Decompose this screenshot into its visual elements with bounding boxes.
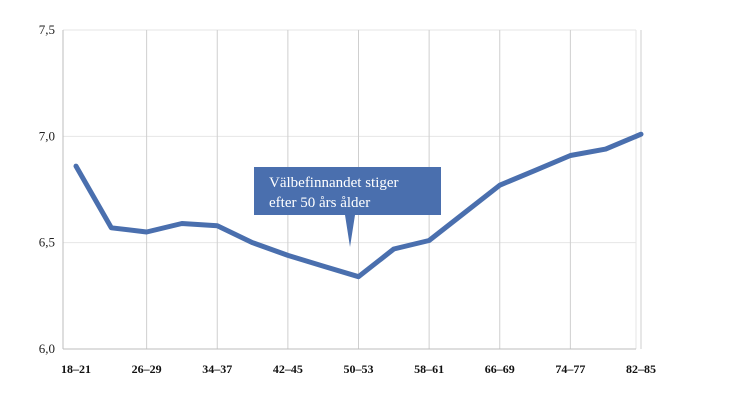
x-tick-labels: 18–21 26–29 34–37 42–45 50–53 58–61 66–69 74–77…	[61, 362, 656, 376]
x-tick-label: 58–61	[414, 362, 444, 376]
x-tick-label: 42–45	[273, 362, 303, 376]
annotation-pointer	[345, 215, 355, 247]
x-tick-label: 74–77	[555, 362, 585, 376]
y-tick-labels: 6,0 6,5 7,0 7,5	[39, 22, 55, 356]
y-tick-label: 7,5	[39, 22, 55, 37]
annotation-callout: Välbefinnandet stiger efter 50 års ålder	[254, 167, 441, 215]
x-tick-label: 18–21	[61, 362, 91, 376]
annotation-line-1: Välbefinnandet stiger	[269, 175, 399, 191]
x-tick-label: 66–69	[485, 362, 515, 376]
x-tick-label: 82–85	[626, 362, 656, 376]
annotation-line-2: efter 50 års ålder	[269, 195, 371, 211]
axes	[62, 30, 636, 350]
y-tick-label: 6,0	[39, 341, 55, 356]
y-tick-label: 7,0	[39, 128, 55, 143]
x-tick-label: 34–37	[202, 362, 232, 376]
series-line-group	[73, 131, 644, 280]
grid-lines	[63, 29, 642, 349]
y-tick-label: 6,5	[39, 235, 55, 250]
x-tick-label: 26–29	[132, 362, 162, 376]
x-tick-label: 50–53	[344, 362, 374, 376]
